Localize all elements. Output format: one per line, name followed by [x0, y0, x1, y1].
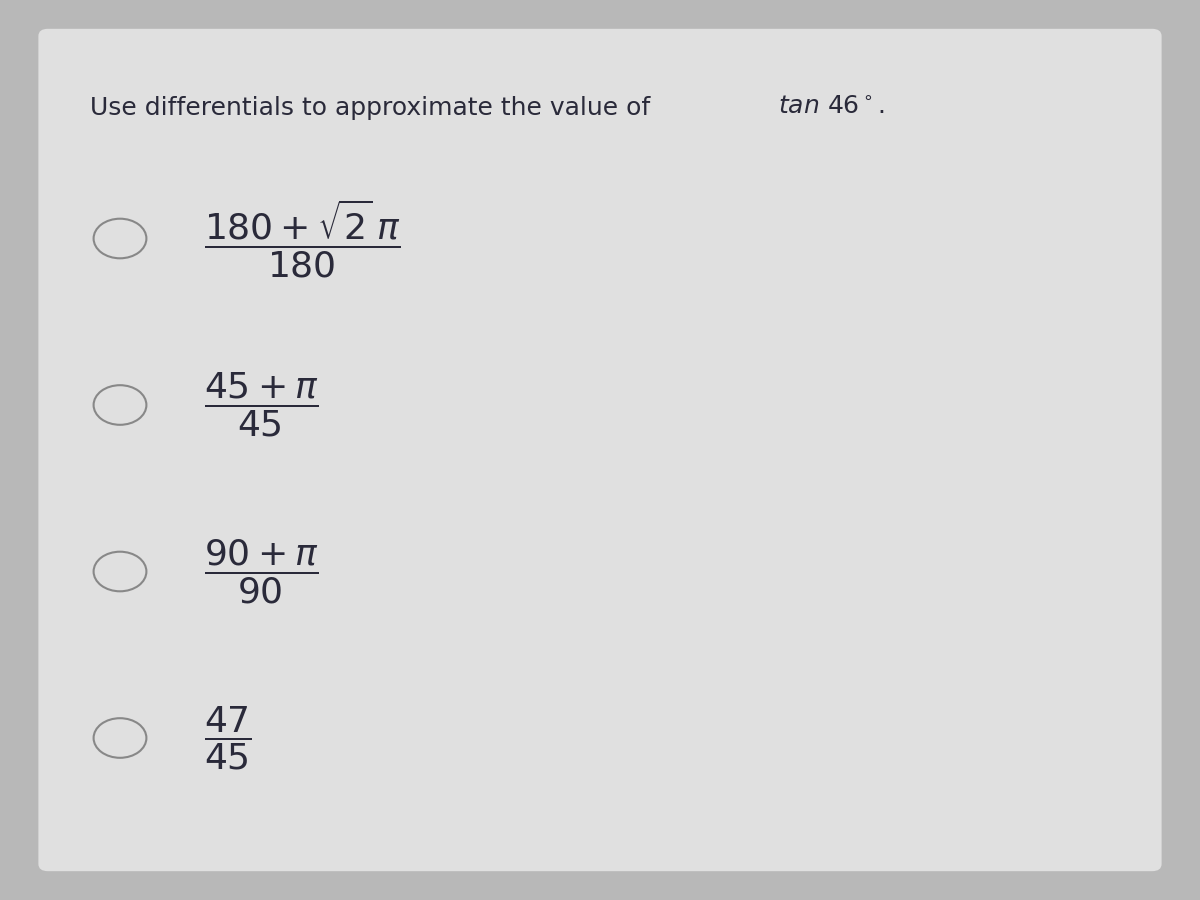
- Text: $\dfrac{180 + \sqrt{2}\,\pi}{180}$: $\dfrac{180 + \sqrt{2}\,\pi}{180}$: [204, 197, 401, 280]
- Text: $\dfrac{45 + \pi}{45}$: $\dfrac{45 + \pi}{45}$: [204, 371, 318, 439]
- Text: $\dfrac{47}{45}$: $\dfrac{47}{45}$: [204, 705, 252, 771]
- Text: $\dfrac{90 + \pi}{90}$: $\dfrac{90 + \pi}{90}$: [204, 537, 318, 606]
- Text: Use differentials to approximate the value of: Use differentials to approximate the val…: [90, 96, 659, 120]
- Text: $\mathit{tan}\ 46^\circ.$: $\mathit{tan}\ 46^\circ.$: [778, 96, 884, 120]
